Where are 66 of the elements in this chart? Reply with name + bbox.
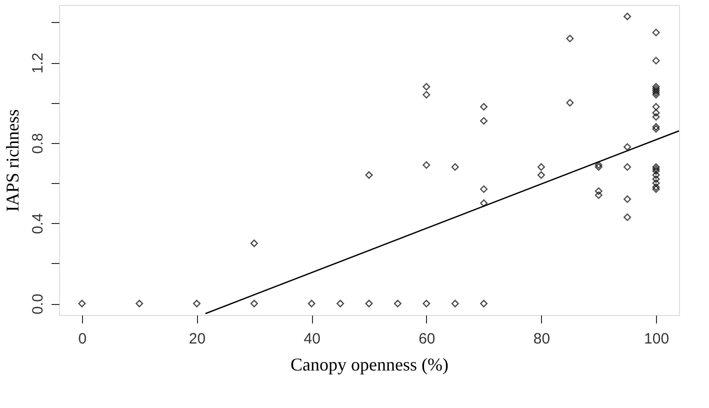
point [422,161,430,169]
point [652,103,660,111]
point [250,240,258,248]
y-tick-label: 0.8 [30,133,46,154]
point [566,34,574,42]
point [451,300,459,308]
point [652,167,660,175]
point [78,300,86,308]
point [652,185,660,193]
point [422,82,430,90]
point [652,175,660,183]
point [652,171,660,179]
point [624,143,632,151]
y-axis-title: IAPS richness [2,109,22,212]
x-tick-label: 40 [304,330,320,348]
point [624,213,632,221]
point [537,163,545,171]
point [336,300,344,308]
point [652,125,660,133]
point [652,113,660,121]
point [480,185,488,193]
point [652,163,660,171]
point [480,117,488,125]
point [652,123,660,131]
point [594,191,602,199]
point [624,163,632,171]
point [594,161,602,169]
point [566,99,574,107]
point [652,84,660,92]
x-tick-label: 80 [533,330,550,348]
point [422,300,430,308]
point [594,187,602,195]
point [422,90,430,99]
x-tick-label: 60 [418,330,436,348]
y-tick-label: 1.2 [30,52,46,74]
point [594,163,602,171]
point [250,300,258,308]
point [652,88,660,96]
point [365,300,373,308]
point [308,300,316,308]
x-tick-label: 100 [644,330,670,348]
point [451,163,459,171]
point [652,82,660,90]
point [624,12,632,20]
point [652,56,660,64]
point [652,183,660,191]
x-tick-label: 20 [188,330,206,348]
point [136,300,144,308]
point [365,171,373,179]
point [624,195,632,203]
y-tick-label: 0.0 [30,294,46,314]
point [652,90,660,99]
point [480,103,488,111]
point [652,86,660,94]
point [193,300,201,308]
point [652,28,660,36]
point [537,171,545,179]
point [652,109,660,117]
x-tick-label: 0 [78,330,87,348]
point [480,199,488,207]
point [480,300,488,308]
x-axis-title: Canopy openness (%) [290,354,448,374]
point [652,179,660,187]
point [652,165,660,173]
point [394,300,402,308]
y-tick-label: 0.4 [30,213,46,234]
